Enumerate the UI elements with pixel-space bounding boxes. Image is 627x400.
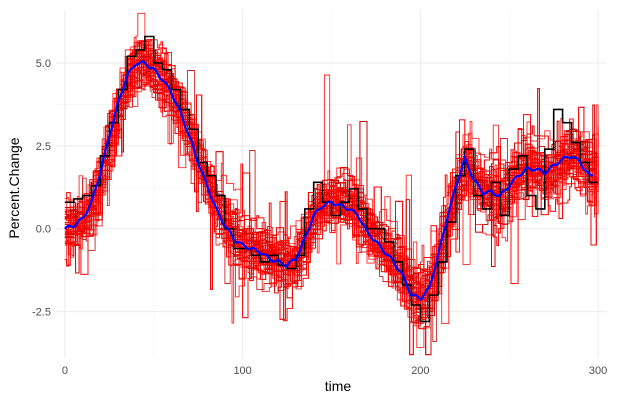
y-tick-label: 2.5 [36,141,51,153]
observed-line [64,35,599,323]
x-axis-ticks: 0 100 200 300 [62,365,607,377]
posterior-sample-line [64,50,594,323]
posterior-sample-line [64,45,596,356]
x-tick-label: 200 [411,365,429,377]
x-tick-label: 0 [62,365,68,377]
y-axis-ticks: -2.5 0.0 2.5 5.0 [32,58,51,319]
x-axis-title: time [325,378,352,394]
y-axis-title: Percent.Change [6,137,22,238]
mean-series [64,60,594,302]
x-tick-label: 100 [233,365,251,377]
y-tick-label: 0.0 [36,224,51,236]
y-tick-label: -2.5 [32,307,51,319]
posterior-sample-line [64,41,597,303]
y-tick-label: 5.0 [36,58,51,70]
observed-series [64,35,599,323]
x-tick-label: 300 [589,365,607,377]
mean-line [64,60,594,302]
